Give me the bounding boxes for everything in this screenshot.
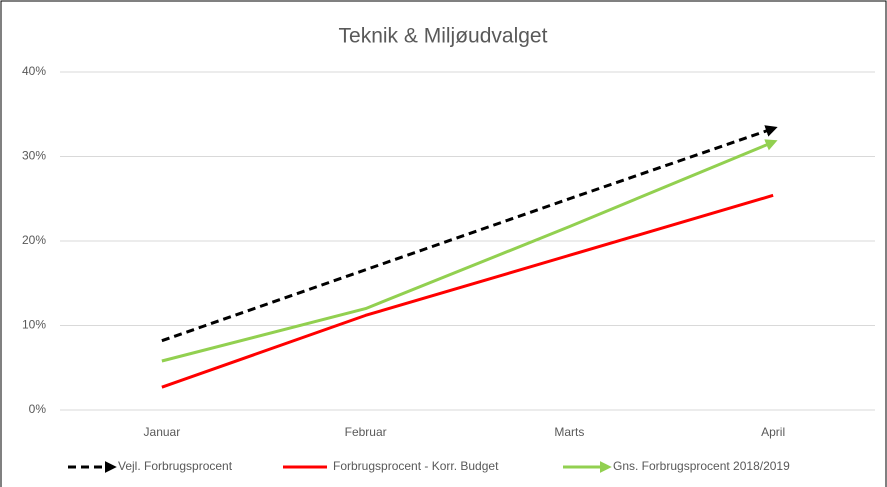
y-tick-label: 40%	[22, 64, 46, 78]
x-tick-label: Februar	[345, 425, 387, 439]
legend-label: Gns. Forbrugsprocent 2018/2019	[613, 459, 790, 473]
chart-title: Teknik & Miljøudvalget	[339, 25, 548, 48]
series-line	[161, 139, 778, 363]
x-tick-label: Januar	[144, 425, 181, 439]
x-tick-label: Marts	[554, 425, 584, 439]
series-line	[161, 125, 778, 343]
series-line	[161, 193, 774, 389]
x-tick-label: April	[761, 425, 785, 439]
y-tick-label: 10%	[22, 318, 46, 332]
y-tick-label: 20%	[22, 233, 46, 247]
legend-label: Vejl. Forbrugsprocent	[118, 459, 233, 473]
y-tick-label: 30%	[22, 149, 46, 163]
legend-label: Forbrugsprocent - Korr. Budget	[333, 459, 499, 473]
y-tick-label: 0%	[29, 402, 47, 416]
